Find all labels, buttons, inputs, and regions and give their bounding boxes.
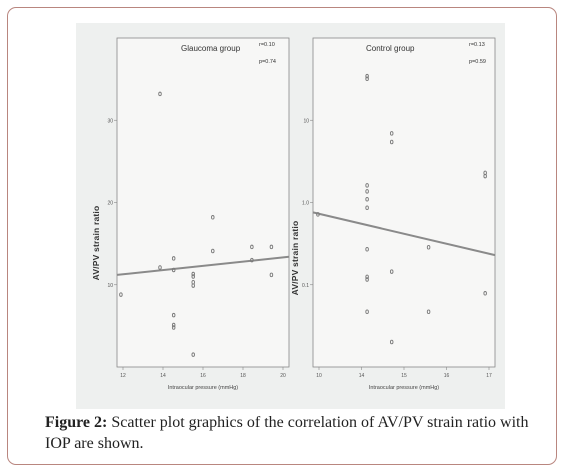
glaucoma-x-tick-label: 16 [200,373,206,379]
control-data-point [365,277,369,282]
glaucoma-panel: Glaucoma group r=0.10 p=0.74 AV/PV strai… [91,37,290,391]
glaucoma-data-point [191,283,195,288]
control-data-point [365,183,369,188]
glaucoma-stat-r: r=0.10 [259,42,275,48]
glaucoma-title: Glaucoma group [181,44,241,53]
control-fit-line [312,211,496,257]
control-points [316,73,487,345]
figure-caption: Figure 2: Scatter plot graphics of the c… [45,412,555,454]
control-data-point [365,205,369,211]
figure-image: Glaucoma group r=0.10 p=0.74 AV/PV strai… [76,23,505,409]
control-title: Control group [366,44,415,53]
glaucoma-plot-area [116,37,290,368]
glaucoma-x-tick-label: 18 [240,373,246,379]
control-x-tick-label: 16 [444,373,450,379]
glaucoma-data-point [191,271,195,277]
control-data-point [389,131,394,136]
glaucoma-x-tick-label: 12 [120,373,126,379]
control-y-tick-label: 0.1 [302,283,309,289]
control-data-point [365,73,369,79]
glaucoma-x-label: Intraocular pressure (mmHg) [168,385,238,391]
control-x-tick-label: 15 [401,373,407,379]
glaucoma-y-label: AV/PV strain ratio [91,206,101,281]
control-plot-area [312,37,496,368]
control-data-point [483,173,487,179]
control-y-tick-label: 10 [303,118,309,124]
glaucoma-data-point [269,244,274,250]
glaucoma-points [119,91,274,357]
control-data-point [365,309,369,314]
control-x-tick-label: 10 [316,373,322,379]
control-data-point [426,309,431,314]
control-x-label: Intraocular pressure (mmHg) [369,385,439,391]
glaucoma-y-tick-label: 10 [107,283,113,289]
control-ticks: 10 14 15 16 17 0.1 1.0 10 [302,118,492,379]
control-x-tick-label: 17 [486,373,492,379]
glaucoma-data-point [158,91,162,97]
control-y-tick-label: 1.0 [302,201,309,207]
control-data-point [365,196,369,202]
control-data-point [365,76,369,82]
glaucoma-data-point [171,322,176,328]
control-data-point [483,291,487,296]
control-data-point [389,139,394,145]
glaucoma-data-point [119,292,123,297]
caption-label: Figure 2: [45,414,108,431]
glaucoma-stat-p: p=0.74 [259,59,276,65]
figure-card: Glaucoma group r=0.10 p=0.74 AV/PV strai… [7,7,557,465]
control-stat-p: p=0.59 [469,59,486,65]
glaucoma-data-point [250,257,254,263]
glaucoma-data-point [191,352,195,357]
glaucoma-x-tick-label: 20 [280,373,286,379]
glaucoma-fit-line [116,255,290,276]
control-y-label: AV/PV strain ratio [290,221,300,296]
glaucoma-data-point [171,325,176,330]
control-data-point [389,339,394,345]
control-data-point [389,269,394,274]
control-data-point [316,212,320,217]
glaucoma-data-point [171,312,176,318]
glaucoma-data-point [211,248,215,254]
control-panel: Control group r=0.13 p=0.59 AV/PV strain… [290,37,496,391]
glaucoma-data-point [171,256,176,261]
glaucoma-data-point [158,265,162,270]
glaucoma-ticks: 12 14 16 18 20 10 20 30 [107,118,286,379]
control-data-point [365,274,369,280]
glaucoma-y-tick-label: 30 [107,118,113,124]
caption-text: Scatter plot graphics of the correlation… [45,414,529,452]
scatter-plots: Glaucoma group r=0.10 p=0.74 AV/PV strai… [91,37,496,391]
glaucoma-x-tick-label: 14 [160,373,166,379]
control-stat-r: r=0.13 [469,42,485,48]
control-x-tick-label: 14 [359,373,365,379]
control-data-point [365,246,369,252]
control-data-point [365,189,369,194]
glaucoma-data-point [191,274,195,279]
glaucoma-data-point [171,267,176,273]
glaucoma-data-point [250,244,254,250]
glaucoma-y-tick-label: 20 [107,201,113,207]
control-data-point [426,244,431,250]
glaucoma-data-point [269,272,274,278]
glaucoma-data-point [211,215,215,220]
